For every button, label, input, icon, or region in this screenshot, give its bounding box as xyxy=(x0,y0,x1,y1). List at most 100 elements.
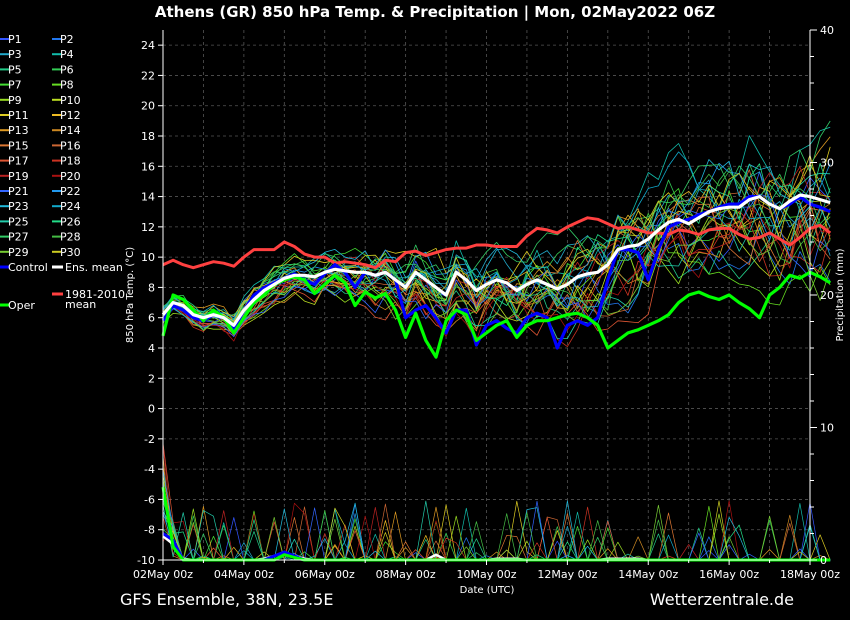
legend-item-oper: Oper xyxy=(8,299,35,312)
y-tick-label-left: 2 xyxy=(148,372,155,385)
legend-item-p3: P3 xyxy=(8,48,22,61)
member-line-p16 xyxy=(162,169,831,334)
member-precip-p20 xyxy=(162,500,831,561)
x-tick-label: 14May 00z xyxy=(618,568,678,581)
legend-item-p7: P7 xyxy=(8,79,22,92)
chart-title: Athens (GR) 850 hPa Temp. & Precipitatio… xyxy=(155,3,715,22)
member-precip-p19 xyxy=(162,444,831,561)
y-tick-label-left: -2 xyxy=(144,433,155,446)
y-tick-label-left: 20 xyxy=(141,100,155,113)
y-tick-label-left: 12 xyxy=(141,221,155,234)
y-tick-label-right: 10 xyxy=(820,422,834,435)
y-tick-label-left: 8 xyxy=(148,281,155,294)
legend-item-p12: P12 xyxy=(60,109,81,122)
member-precip-p16 xyxy=(162,492,831,561)
legend-item-p4: P4 xyxy=(60,48,74,61)
y-tick-label-right: 20 xyxy=(820,289,834,302)
legend-item-p25: P25 xyxy=(8,215,29,228)
member-line-p10 xyxy=(162,200,831,336)
member-line-p22 xyxy=(162,162,831,321)
y-tick-label-left: 16 xyxy=(141,160,155,173)
member-line-p27 xyxy=(162,120,831,318)
member-precip-p23 xyxy=(162,500,831,561)
legend-item-p5: P5 xyxy=(8,63,22,76)
footer-source: Wetterzentrale.de xyxy=(650,590,794,609)
ensemble-member-lines xyxy=(162,120,831,348)
legend-item-p9: P9 xyxy=(8,94,22,107)
y-tick-label-left: -10 xyxy=(137,554,155,567)
legend-item-p20: P20 xyxy=(60,170,81,183)
x-tick-label: 06May 00z xyxy=(295,568,355,581)
climate-mean-line xyxy=(162,216,832,270)
member-precip-p30 xyxy=(162,500,831,561)
y-axis-label-right: Precipitation (mm) xyxy=(835,248,846,341)
legend-item-climate-mean-line2: mean xyxy=(65,298,96,311)
member-precip-p28 xyxy=(162,502,831,561)
legend-item-p29: P29 xyxy=(8,246,29,259)
legend-item-p16: P16 xyxy=(60,139,81,152)
legend-item-p26: P26 xyxy=(60,215,81,228)
legend-item-p8: P8 xyxy=(60,79,74,92)
legend-item-p6: P6 xyxy=(60,63,74,76)
oper-line xyxy=(161,270,832,359)
legend-item-control: Control xyxy=(8,261,48,274)
member-precip-p13 xyxy=(162,506,831,561)
member-line-p25 xyxy=(162,172,831,339)
y-tick-label-left: -4 xyxy=(144,463,155,476)
member-precip-p10 xyxy=(162,475,831,561)
legend-item-p18: P18 xyxy=(60,155,81,168)
member-precip-p2 xyxy=(162,490,831,561)
legend-item-p11: P11 xyxy=(8,109,29,122)
member-precip-p17 xyxy=(162,442,831,561)
x-tick-label: 08May 00z xyxy=(376,568,436,581)
x-tick-label: 16May 00z xyxy=(699,568,759,581)
member-line-p21 xyxy=(162,193,831,338)
highlight-lines xyxy=(161,193,832,359)
x-axis-label: Date (UTC) xyxy=(460,585,515,596)
legend-item-p27: P27 xyxy=(8,231,29,244)
member-precip-p6 xyxy=(162,501,831,561)
y-tick-label-left: 6 xyxy=(148,312,155,325)
legend: P1 P2 P3 P4 P5 P6 P7 P8 P9 P10 P11 P12 P13 P14 P15 P16 P… xyxy=(0,33,125,312)
member-line-p28 xyxy=(162,170,831,330)
y-tick-label-left: 10 xyxy=(141,251,155,264)
member-line-p24 xyxy=(162,151,831,332)
legend-item-climate-mean-line1: 1981-2010 xyxy=(65,288,125,301)
legend-item-p28: P28 xyxy=(60,231,81,244)
y-tick-label-right: 0 xyxy=(820,554,827,567)
oper-precip-line xyxy=(161,486,831,562)
legend-item-p30: P30 xyxy=(60,246,81,259)
member-precip-p1 xyxy=(162,492,831,561)
y-tick-label-left: -8 xyxy=(144,524,155,537)
legend-item-p17: P17 xyxy=(8,155,29,168)
legend-item-p1: P1 xyxy=(8,33,22,46)
legend-item-p19: P19 xyxy=(8,170,29,183)
member-line-p9 xyxy=(162,216,831,332)
x-tick-label: 04May 00z xyxy=(214,568,274,581)
legend-item-p14: P14 xyxy=(60,124,81,137)
y-tick-label-right: 40 xyxy=(820,24,834,37)
axes: -10-8-6-4-202468101214161820222401020304… xyxy=(133,24,840,581)
x-tick-label: 02May 00z xyxy=(133,568,193,581)
x-tick-label: 12May 00z xyxy=(537,568,597,581)
member-line-p26 xyxy=(162,162,831,327)
member-line-p15 xyxy=(162,199,831,332)
member-precip-p21 xyxy=(162,500,831,561)
legend-item-p24: P24 xyxy=(60,200,81,213)
y-tick-label-left: 24 xyxy=(141,39,155,52)
y-tick-label-left: 0 xyxy=(148,403,155,416)
precipitation-lines xyxy=(161,442,831,562)
y-tick-label-left: 4 xyxy=(148,342,155,355)
legend-item-p15: P15 xyxy=(8,139,29,152)
y-tick-label-right: 30 xyxy=(820,157,834,170)
legend-item-p13: P13 xyxy=(8,124,29,137)
y-tick-label-left: 22 xyxy=(141,69,155,82)
legend-item-p2: P2 xyxy=(60,33,74,46)
x-tick-label: 18May 00z xyxy=(780,568,840,581)
footer-model: GFS Ensemble, 38N, 23.5E xyxy=(120,590,333,609)
legend-item-ens-mean: Ens. mean xyxy=(65,261,123,274)
legend-item-p22: P22 xyxy=(60,185,81,198)
y-tick-label-left: -6 xyxy=(144,493,155,506)
y-axis-label-left: 850 hPa Temp. (°C) xyxy=(125,247,136,343)
legend-item-p10: P10 xyxy=(60,94,81,107)
